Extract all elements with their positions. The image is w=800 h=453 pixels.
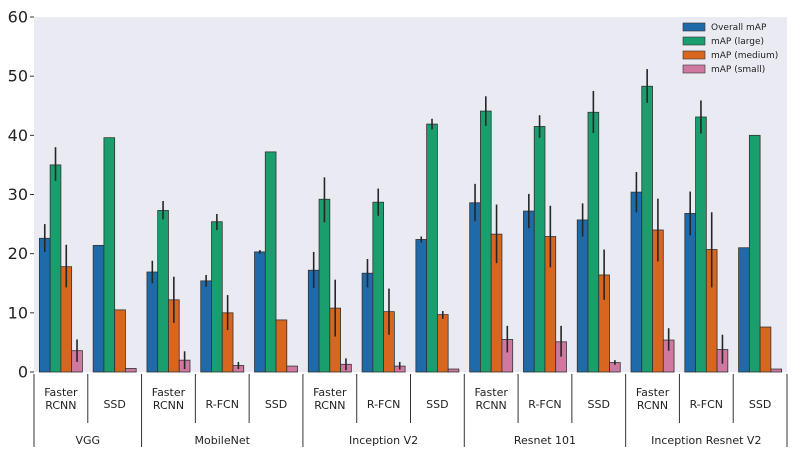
category-label: R-FCN — [367, 398, 400, 411]
category-label: Faster — [636, 386, 670, 399]
bar-inception-resnet-v2-ssd-s0 — [738, 247, 750, 373]
bar-resnet-101-r-fcn-s0 — [523, 210, 535, 373]
y-tick-label: 50 — [8, 67, 28, 86]
category-label: SSD — [426, 398, 448, 411]
bar-resnet-101-faster-rcnn-s0 — [469, 202, 481, 373]
group-label: Inception Resnet V2 — [651, 434, 761, 447]
category-label: SSD — [103, 398, 125, 411]
legend-swatch — [682, 64, 706, 74]
bar-mobilenet-ssd-s0 — [254, 251, 266, 373]
bar-mobilenet-ssd-s2 — [275, 319, 288, 373]
bar-resnet-101-ssd-s1 — [587, 111, 600, 373]
category-label: R-FCN — [206, 398, 239, 411]
bar-inception-resnet-v2-r-fcn-s0 — [684, 213, 696, 373]
y-axis: 0 10 20 30 40 50 60 — [8, 8, 34, 382]
bar-mobilenet-ssd-s1 — [264, 151, 277, 373]
y-tick-label: 10 — [8, 303, 28, 322]
bar-mobilenet-r-fcn-s1 — [211, 221, 223, 373]
bar-vgg-faster-rcnn-s1 — [49, 164, 62, 373]
category-label: Faster — [152, 386, 186, 399]
category-label: RCNN — [637, 399, 668, 412]
bar-mobilenet-faster-rcnn-s0 — [146, 271, 159, 373]
bars-layer — [38, 85, 783, 373]
group-label: Resnet 101 — [514, 434, 576, 447]
y-tick-label: 30 — [8, 185, 28, 204]
bar-inception-v2-ssd-s2 — [436, 314, 449, 373]
legend-swatch — [682, 36, 706, 46]
bar-inception-resnet-v2-ssd-s3 — [770, 368, 783, 373]
error-bars-layer — [43, 69, 724, 371]
bar-resnet-101-r-fcn-s1 — [533, 126, 546, 373]
legend-label: mAP (medium) — [711, 51, 778, 61]
bar-mobilenet-ssd-s3 — [286, 365, 298, 373]
bar-inception-v2-ssd-s3 — [447, 368, 460, 373]
bar-inception-resnet-v2-faster-rcnn-s0 — [630, 191, 643, 373]
legend-swatch — [682, 22, 706, 32]
bar-resnet-101-ssd-s0 — [576, 219, 589, 373]
bar-mobilenet-r-fcn-s0 — [200, 280, 212, 373]
bar-inception-v2-ssd-s0 — [415, 239, 428, 373]
category-label: Faster — [474, 386, 508, 399]
bar-inception-v2-r-fcn-s1 — [372, 201, 385, 373]
category-label: Faster — [313, 386, 347, 399]
bar-vgg-faster-rcnn-s0 — [38, 237, 51, 373]
category-label: R-FCN — [528, 398, 561, 411]
bar-resnet-101-faster-rcnn-s1 — [480, 110, 492, 373]
bar-inception-v2-faster-rcnn-s1 — [318, 198, 331, 373]
legend-label: mAP (small) — [711, 65, 765, 75]
y-tick-label: 60 — [8, 8, 28, 27]
legend-swatch — [682, 50, 706, 60]
category-label: RCNN — [314, 399, 345, 412]
y-tick-label: 0 — [18, 363, 28, 382]
y-tick-label: 20 — [8, 244, 28, 263]
group-label: Inception V2 — [349, 434, 418, 447]
legend-label: mAP (large) — [711, 37, 764, 47]
category-label: R-FCN — [690, 398, 723, 411]
category-label: RCNN — [476, 399, 507, 412]
bar-inception-resnet-v2-r-fcn-s1 — [695, 116, 707, 373]
group-label: MobileNet — [195, 434, 251, 447]
bar-vgg-ssd-s2 — [114, 309, 126, 373]
bar-vgg-ssd-s3 — [125, 368, 137, 373]
category-label: RCNN — [153, 399, 184, 412]
group-label: VGG — [75, 434, 100, 447]
legend-label: Overall mAP — [711, 23, 767, 33]
category-label: SSD — [588, 398, 610, 411]
category-label: RCNN — [45, 399, 76, 412]
bar-inception-resnet-v2-faster-rcnn-s1 — [641, 85, 653, 373]
bar-inception-v2-r-fcn-s0 — [361, 272, 374, 373]
bar-vgg-ssd-s1 — [103, 137, 116, 373]
bar-mobilenet-faster-rcnn-s1 — [157, 210, 169, 373]
category-label: SSD — [265, 398, 287, 411]
bar-vgg-ssd-s0 — [92, 244, 105, 373]
bar-inception-v2-ssd-s1 — [426, 123, 438, 373]
bar-inception-resnet-v2-ssd-s2 — [759, 326, 772, 373]
category-label: SSD — [749, 398, 771, 411]
bar-inception-resnet-v2-ssd-s1 — [748, 134, 761, 373]
legend: Overall mAP mAP (large) mAP (medium) mAP (s… — [682, 22, 778, 75]
y-tick-label: 40 — [8, 126, 28, 145]
category-label: Faster — [44, 386, 78, 399]
